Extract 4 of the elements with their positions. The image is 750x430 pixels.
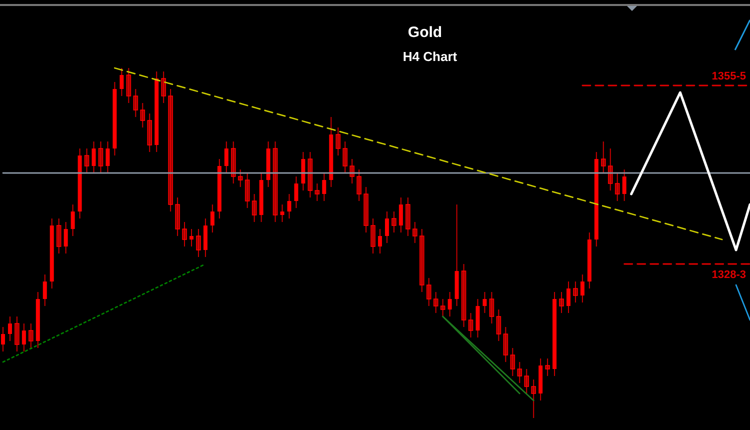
annotation: 1328-3: [712, 269, 746, 281]
chart-title: Gold: [408, 24, 442, 41]
chart-subtitle: H4 Chart: [402, 49, 458, 64]
annotation: 1355-5: [712, 70, 746, 82]
